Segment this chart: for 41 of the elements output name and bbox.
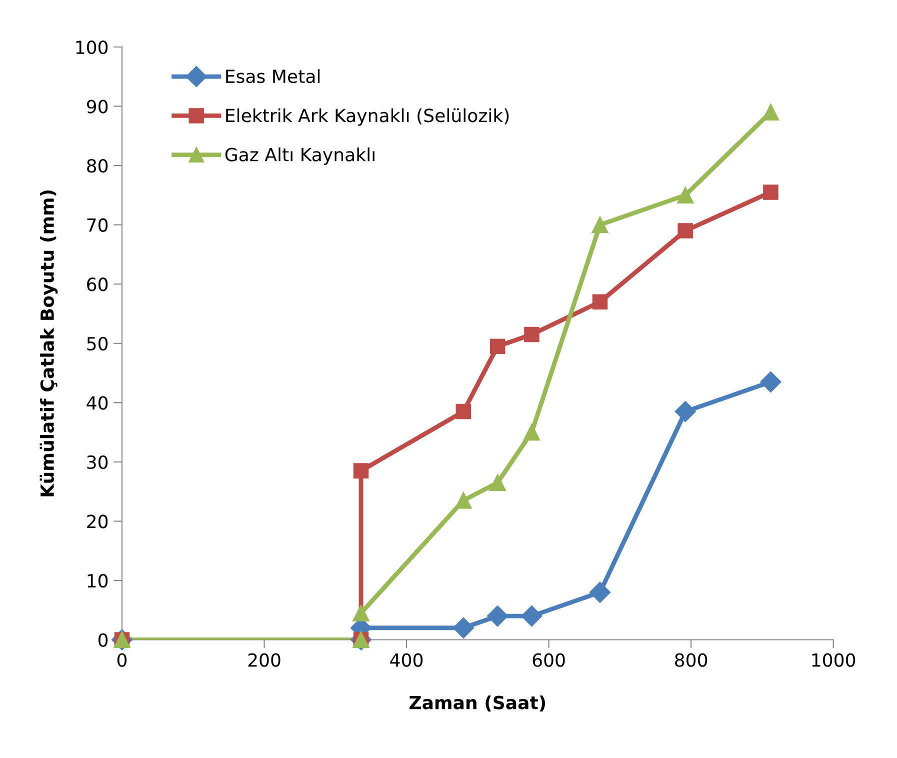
point: [489, 474, 506, 492]
point: [763, 184, 778, 200]
y-tick-label: 100: [76, 40, 108, 54]
legend-label: Gaz Altı Kaynaklı: [225, 147, 374, 165]
y-tick-label: 20: [87, 514, 108, 528]
point: [352, 604, 370, 622]
y-axis-title: Kümülatif Çatlak Boyutu (mm): [40, 190, 58, 496]
x-tick-label: 800: [675, 653, 708, 667]
y-tick-label: 0: [98, 633, 108, 647]
y-tick-label: 40: [86, 396, 108, 410]
point: [452, 617, 474, 638]
x-axis-title: Zaman (Saat): [410, 695, 546, 712]
point: [487, 606, 508, 627]
point: [490, 338, 506, 354]
point: [456, 404, 472, 420]
y-tick-label: 30: [87, 455, 108, 470]
x-tick-label: 200: [248, 653, 280, 667]
point: [353, 463, 369, 478]
point: [524, 326, 540, 342]
legend-label: Elektrik Ark Kaynaklı (Selülozik): [226, 108, 509, 126]
point: [592, 216, 608, 234]
x-tick-label: 600: [532, 653, 565, 667]
y-tick-label: 70: [87, 218, 108, 232]
x-tick-label: 400: [390, 653, 423, 667]
point: [674, 401, 696, 422]
point: [678, 223, 693, 238]
point: [760, 371, 782, 392]
x-tick-label: 0: [117, 653, 127, 667]
x-tick-label: 1000: [812, 653, 856, 667]
point: [677, 186, 694, 204]
legend-label: Esas Metal: [226, 69, 320, 84]
y-tick-label: 50: [87, 336, 108, 350]
y-tick-label: 60: [87, 278, 108, 292]
y-tick-label: 90: [86, 100, 108, 114]
y-tick-label: 10: [88, 574, 108, 588]
y-tick-label: 80: [87, 159, 108, 173]
point: [589, 582, 611, 603]
point: [592, 294, 608, 310]
point: [523, 424, 540, 441]
point: [521, 606, 542, 627]
point: [455, 492, 472, 509]
